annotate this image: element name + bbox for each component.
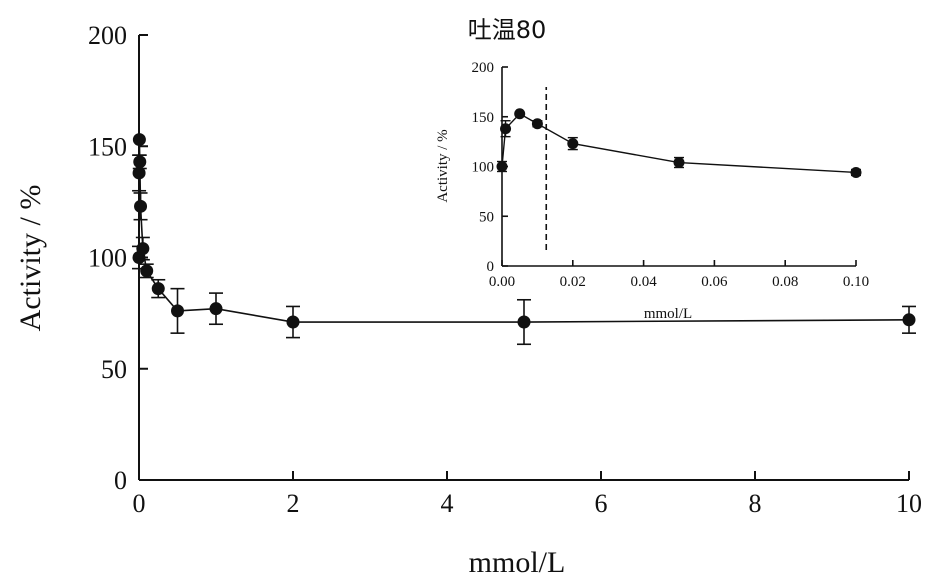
y-tick-label: 50	[101, 355, 127, 384]
y-tick-label: 200	[88, 21, 127, 50]
data-point	[496, 161, 508, 172]
data-point	[171, 304, 184, 318]
series-line	[138, 139, 910, 323]
x-tick-label: 2	[287, 489, 300, 518]
data-point	[567, 138, 579, 150]
data-point	[531, 118, 543, 130]
y-tick-label: 150	[88, 132, 127, 161]
data-point	[850, 166, 862, 178]
y-axis-label: Activity / %	[14, 185, 47, 332]
y-axis-label: Activity / %	[435, 129, 451, 202]
y-tick-label: 200	[472, 60, 495, 76]
data-point	[500, 123, 512, 135]
y-tick-label: 100	[472, 160, 495, 176]
x-tick-label: 0.10	[843, 274, 869, 290]
x-axis-label: mmol/L	[644, 306, 692, 322]
data-point	[902, 313, 916, 327]
y-tick-label: 0	[487, 259, 495, 275]
x-tick-label: 10	[896, 489, 922, 518]
data-point	[132, 133, 146, 147]
x-tick-label: 0.02	[560, 274, 586, 290]
data-point	[140, 264, 154, 278]
x-tick-label: 6	[595, 489, 608, 518]
inset-plot: 0.00 0.02 0.04 0.06 0.08 0.10 0 50 100 150 200 mmol…	[435, 16, 869, 322]
x-tick-label: 0.00	[489, 274, 515, 290]
x-axis-label: mmol/L	[469, 546, 566, 579]
y-tick-label: 150	[472, 110, 495, 126]
data-point	[151, 282, 165, 296]
data-point	[133, 155, 147, 169]
data-point	[517, 315, 531, 329]
y-tick-label: 0	[114, 466, 127, 495]
data-point	[136, 242, 150, 256]
x-tick-label: 0.06	[701, 274, 728, 290]
x-tick-label: 4	[441, 489, 454, 518]
x-tick-label: 8	[749, 489, 762, 518]
x-tick-label: 0.08	[772, 274, 798, 290]
data-point	[132, 166, 146, 180]
data-point	[514, 108, 526, 120]
x-tick-label: 0	[133, 489, 146, 518]
y-tick-label: 50	[479, 209, 494, 225]
data-point	[134, 199, 148, 213]
y-tick-label: 100	[88, 244, 127, 273]
chart-title: 吐温80	[468, 16, 547, 44]
data-point	[286, 315, 300, 329]
x-tick-label: 0.04	[630, 274, 657, 290]
data-point	[209, 302, 223, 316]
data-point	[673, 157, 685, 169]
